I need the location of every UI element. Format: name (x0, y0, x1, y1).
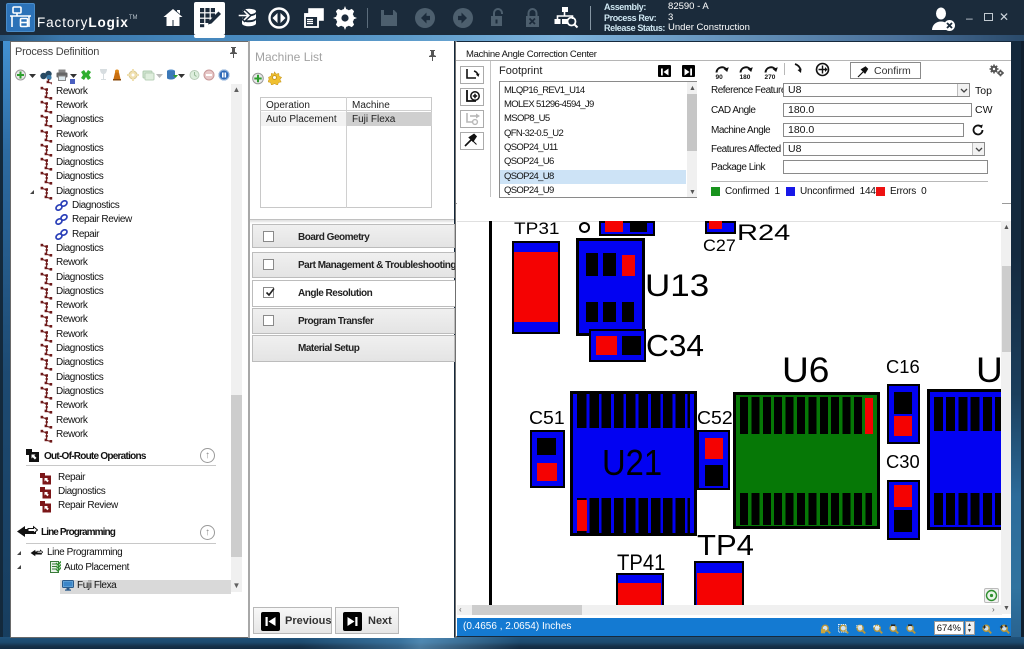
svg-text:270: 270 (765, 74, 776, 80)
svg-text:90: 90 (716, 74, 724, 80)
svg-text:180: 180 (740, 74, 751, 80)
svg-text:ALL: ALL (873, 624, 881, 628)
svg-text:100: 100 (856, 624, 862, 628)
